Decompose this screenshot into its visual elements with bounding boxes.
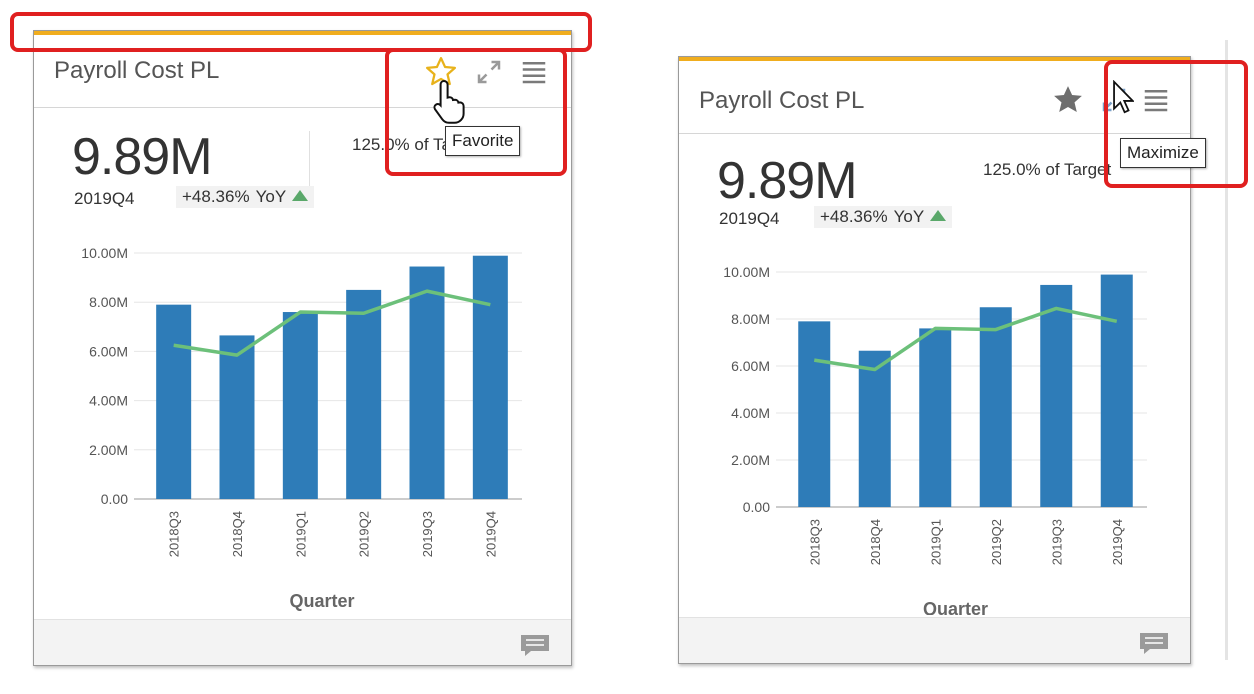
x-tick-label: 2018Q4 <box>230 511 245 557</box>
kpi-divider <box>309 131 310 191</box>
y-tick-label: 0.00 <box>101 491 128 507</box>
x-tick-label: 2019Q3 <box>1049 519 1064 565</box>
bar[interactable] <box>409 266 445 499</box>
series-line[interactable] <box>813 306 1118 372</box>
window-edge <box>1225 40 1228 660</box>
y-tick-label: 8.00M <box>89 294 128 310</box>
y-tick-label: 10.00M <box>81 245 128 261</box>
trend-up-icon <box>292 190 309 201</box>
star-icon[interactable] <box>1051 83 1085 122</box>
bar[interactable] <box>156 304 192 499</box>
x-tick-label: 2019Q2 <box>357 511 372 557</box>
maximize-icon[interactable] <box>474 57 504 92</box>
y-tick-label: 2.00M <box>89 442 128 458</box>
menu-icon[interactable] <box>1141 85 1171 120</box>
maximize-tooltip: Maximize <box>1120 138 1206 168</box>
x-tick-label: 2018Q3 <box>807 519 822 565</box>
x-tick-label: 2018Q3 <box>167 511 182 557</box>
card-footer <box>34 619 571 665</box>
series-line[interactable] <box>173 289 491 357</box>
bar[interactable] <box>219 335 255 499</box>
payroll-cost-chart: 0.00 2.00M 4.00M 6.00M 8.00M 10.00M 2018Q3 2018… <box>723 264 1147 615</box>
kpi-card-right: Payroll Cost PL 9.89M 125.0% of Target 2… <box>678 56 1191 664</box>
trend-up-icon <box>930 210 947 221</box>
x-tick-label: 2019Q4 <box>1110 519 1125 565</box>
yoy-label: YoY <box>893 207 925 226</box>
x-tick-label: 2019Q3 <box>420 511 435 557</box>
yoy-change-badge: +48.36% YoY <box>814 206 953 228</box>
y-tick-label: 8.00M <box>731 311 770 327</box>
bar[interactable] <box>858 350 891 507</box>
star-icon[interactable] <box>424 55 458 94</box>
bar[interactable] <box>346 289 382 499</box>
favorite-tooltip: Favorite <box>445 126 521 156</box>
y-tick-label: 0.00 <box>743 499 770 515</box>
bar[interactable] <box>798 321 831 507</box>
x-tick-label: 2019Q1 <box>293 511 308 557</box>
kpi-period: 2019Q4 <box>74 189 135 208</box>
card-header: Payroll Cost PL <box>34 35 571 108</box>
menu-icon[interactable] <box>519 57 549 92</box>
x-tick-label: 2019Q1 <box>928 519 943 565</box>
x-axis-title: Quarter <box>923 599 988 615</box>
y-tick-label: 4.00M <box>731 405 770 421</box>
bar[interactable] <box>979 307 1012 507</box>
yoy-change-badge: +48.36% YoY <box>176 186 315 208</box>
bar[interactable] <box>282 312 318 499</box>
yoy-change-value: +48.36% <box>820 207 888 226</box>
card-title: Payroll Cost PL <box>699 87 865 114</box>
kpi-period: 2019Q4 <box>719 209 780 228</box>
yoy-change-value: +48.36% <box>182 187 250 206</box>
card-accent-bar <box>679 57 1190 61</box>
y-tick-label: 10.00M <box>723 264 770 280</box>
comment-icon[interactable] <box>1138 631 1170 660</box>
maximize-icon[interactable] <box>1099 85 1129 120</box>
y-tick-label: 6.00M <box>89 343 128 359</box>
yoy-label: YoY <box>255 187 287 206</box>
card-header: Payroll Cost PL <box>679 61 1190 134</box>
comment-icon[interactable] <box>519 633 551 662</box>
card-title: Payroll Cost PL <box>54 57 220 84</box>
x-tick-label: 2019Q2 <box>989 519 1004 565</box>
target-text: 125.0% of Target <box>983 160 1112 179</box>
y-tick-label: 6.00M <box>731 358 770 374</box>
bar[interactable] <box>1040 284 1073 507</box>
payroll-cost-chart: 0.00 2.00M 4.00M 6.00M 8.00M 10.00M 2018Q3 2018… <box>81 245 522 611</box>
y-tick-label: 4.00M <box>89 393 128 409</box>
card-footer <box>679 617 1190 663</box>
bar[interactable] <box>1100 274 1133 507</box>
x-tick-label: 2018Q4 <box>868 519 883 565</box>
kpi-value: 9.89M <box>72 128 213 186</box>
bar[interactable] <box>472 255 508 499</box>
bar[interactable] <box>919 328 952 507</box>
kpi-value: 9.89M <box>717 152 858 210</box>
card-accent-bar <box>34 31 571 35</box>
y-tick-label: 2.00M <box>731 452 770 468</box>
x-axis-title: Quarter <box>289 591 354 611</box>
x-tick-label: 2019Q4 <box>483 511 498 557</box>
